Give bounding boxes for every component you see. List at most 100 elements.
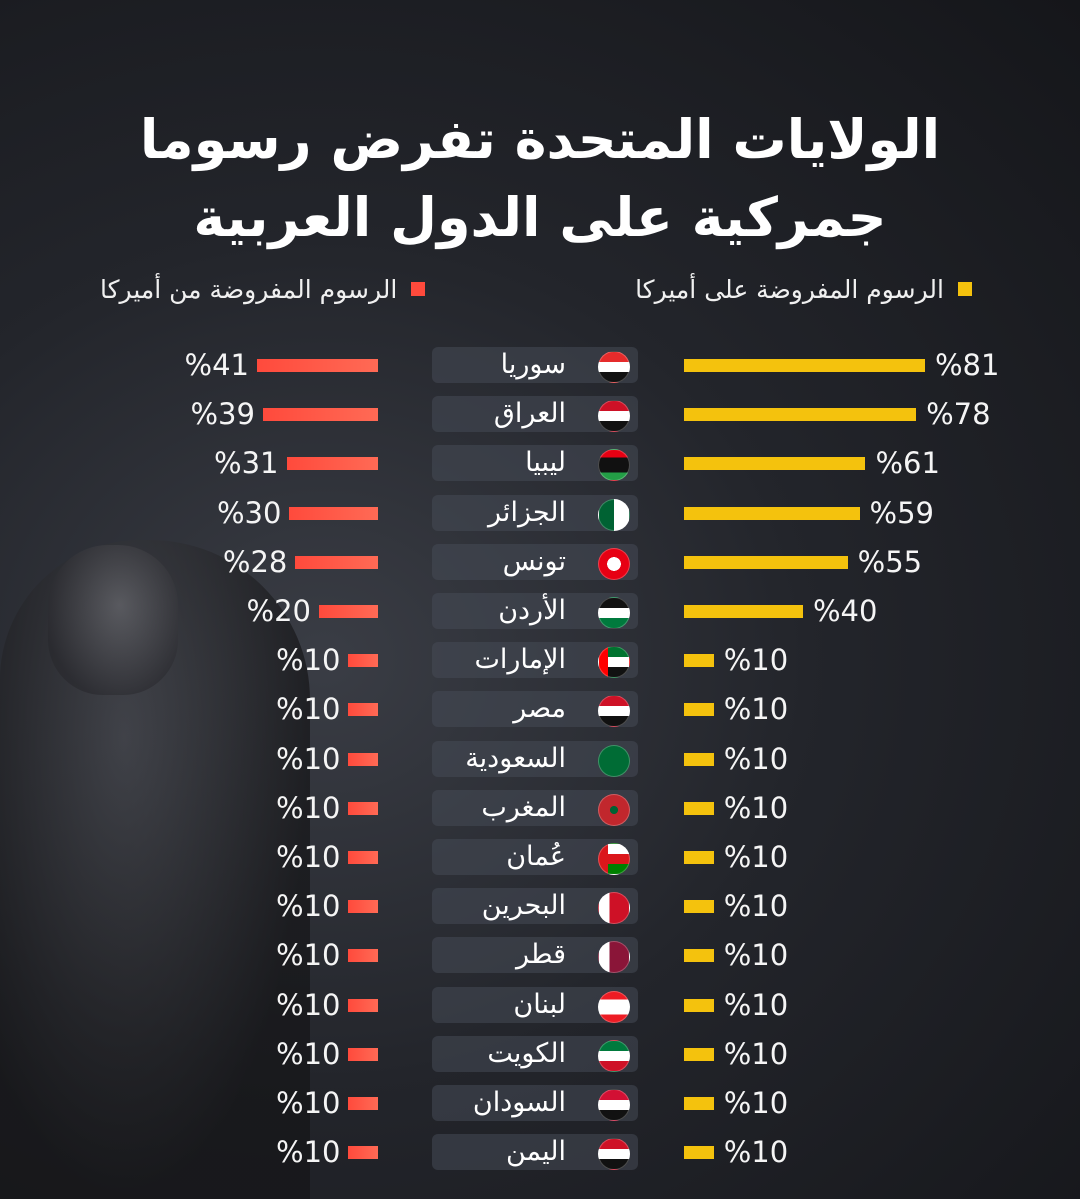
country-row: السعودية %10 %10 (0, 739, 1080, 779)
bar-imposed-on-america (684, 1047, 714, 1061)
value-label-imposed-on-america: %40 (813, 594, 878, 628)
bar-imposed-on-america (684, 408, 917, 422)
country-name: قطر (516, 939, 566, 971)
bar-imposed-on-america (684, 801, 714, 815)
country-row: المغرب %10 %10 (0, 788, 1080, 828)
bar-imposed-by-america (348, 654, 378, 668)
bar-imposed-on-america (684, 1097, 714, 1110)
country-name: المغرب (481, 791, 566, 823)
iraq-flag-icon (598, 400, 630, 433)
tunisia-flag-icon (598, 547, 630, 580)
morocco-flag-icon (598, 793, 630, 826)
bar-imposed-on-america (684, 359, 925, 372)
country-row: الكويت %10 %10 (0, 1034, 1080, 1074)
value-label-imposed-by-america: %30 (217, 495, 282, 530)
sudan-flag-icon (598, 1089, 630, 1121)
value-label-imposed-on-america: %10 (723, 1135, 789, 1170)
country-row: السودان %10 %10 (0, 1083, 1080, 1123)
algeria-flag-icon (598, 498, 630, 531)
value-label-imposed-on-america: %10 (723, 987, 789, 1022)
syria-flag-icon (598, 351, 630, 383)
bar-imposed-by-america (348, 703, 378, 717)
qatar-flag-icon (598, 941, 630, 974)
value-label-imposed-by-america: %10 (276, 1135, 341, 1170)
value-label-imposed-on-america: %10 (723, 938, 789, 973)
bar-imposed-by-america (348, 1097, 378, 1110)
country-name: الكويت (487, 1037, 566, 1069)
country-row: اليمن %10 %10 (0, 1132, 1080, 1172)
bahrain-flag-icon (598, 892, 630, 925)
bar-imposed-on-america (684, 1146, 714, 1160)
value-label-imposed-on-america: %78 (926, 397, 991, 432)
legend-label-imposed-on-america: الرسوم المفروضة على أميركا (635, 274, 944, 304)
value-label-imposed-by-america: %10 (276, 1086, 341, 1120)
country-name: العراق (493, 398, 566, 430)
legend-red-swatch (411, 282, 426, 296)
country-row: مصر %10 %10 (0, 689, 1080, 729)
egypt-flag-icon (598, 695, 630, 728)
bar-imposed-by-america (262, 408, 378, 422)
value-label-imposed-on-america: %55 (857, 544, 923, 579)
country-name: مصر (513, 693, 566, 725)
bar-imposed-on-america (684, 998, 714, 1012)
value-label-imposed-on-america: %10 (723, 1036, 789, 1071)
country-row: تونس %55 %28 (0, 542, 1080, 582)
value-label-imposed-by-america: %10 (276, 790, 341, 825)
bar-imposed-by-america (348, 752, 378, 766)
country-name: سوريا (500, 349, 566, 380)
chart-title-line-2: جمركية على الدول العربية (193, 186, 887, 249)
country-row: العراق %78 %39 (0, 394, 1080, 434)
country-name: اليمن (505, 1136, 566, 1168)
bar-imposed-by-america (348, 998, 378, 1012)
value-label-imposed-by-america: %39 (190, 397, 255, 432)
bar-imposed-by-america (286, 457, 378, 471)
legend-yellow-swatch (958, 282, 972, 296)
bar-imposed-by-america (348, 1146, 378, 1160)
chart-title-line-1: الولايات المتحدة تفرض رسوما (139, 108, 941, 171)
value-label-imposed-by-america: %31 (214, 446, 279, 481)
country-name: عُمان (506, 841, 566, 872)
value-label-imposed-on-america: %10 (723, 889, 789, 924)
bar-imposed-on-america (684, 605, 803, 618)
legend-imposed-by-america: الرسوم المفروضة من أميركا (100, 272, 426, 306)
value-label-imposed-on-america: %10 (723, 840, 789, 874)
bar-imposed-on-america (684, 703, 714, 717)
country-row: الإمارات %10 %10 (0, 640, 1080, 680)
country-name: السعودية (465, 742, 566, 774)
bar-imposed-by-america (318, 605, 378, 618)
country-name: لبنان (513, 988, 566, 1020)
country-name: الإمارات (474, 644, 566, 676)
value-label-imposed-by-america: %20 (246, 594, 311, 628)
value-label-imposed-by-america: %10 (276, 889, 341, 924)
country-row: البحرين %10 %10 (0, 886, 1080, 926)
libya-flag-icon (598, 449, 630, 482)
oman-flag-icon (598, 843, 630, 875)
country-name: الأردن (498, 595, 566, 626)
value-label-imposed-on-america: %10 (723, 643, 789, 678)
country-name: تونس (502, 545, 566, 577)
country-name: الجزائر (488, 496, 566, 528)
legend-label-imposed-by-america: الرسوم المفروضة من أميركا (100, 274, 398, 304)
kuwait-flag-icon (598, 1039, 630, 1072)
uae-flag-icon (598, 646, 630, 679)
lebanon-flag-icon (598, 990, 630, 1023)
value-label-imposed-on-america: %10 (723, 741, 789, 776)
country-row: سوريا %81 %41 (0, 345, 1080, 385)
value-label-imposed-by-america: %41 (184, 348, 249, 382)
value-label-imposed-on-america: %10 (723, 790, 789, 825)
bar-imposed-by-america (348, 949, 378, 963)
bar-imposed-by-america (257, 359, 378, 372)
saudi-flag-icon (598, 744, 630, 777)
bar-imposed-by-america (348, 801, 378, 815)
background-figure-head (48, 545, 178, 695)
bar-imposed-by-america (348, 900, 378, 914)
bar-imposed-by-america (295, 555, 378, 569)
bar-imposed-on-america (684, 654, 714, 668)
country-row: عُمان %10 %10 (0, 837, 1080, 877)
bar-imposed-on-america (684, 506, 860, 520)
value-label-imposed-by-america: %28 (222, 544, 288, 579)
country-row: ليبيا %61 %31 (0, 443, 1080, 483)
country-row: الجزائر %59 %30 (0, 493, 1080, 533)
bar-imposed-by-america (289, 506, 378, 520)
country-row: قطر %10 %10 (0, 935, 1080, 975)
